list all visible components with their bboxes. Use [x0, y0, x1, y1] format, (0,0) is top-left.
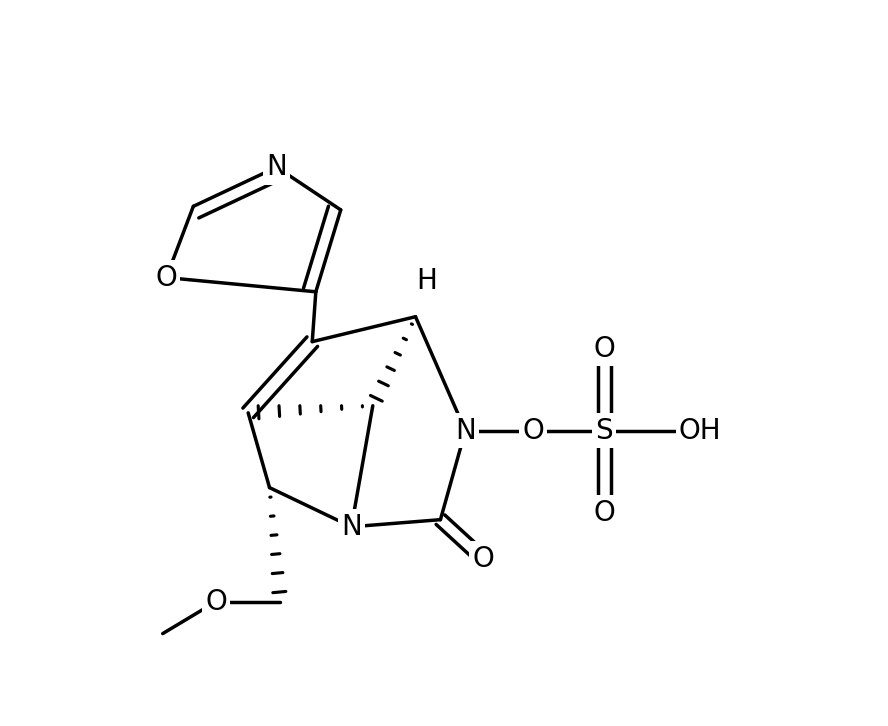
Text: O: O — [593, 335, 615, 363]
Text: O: O — [155, 264, 177, 292]
Text: O: O — [522, 417, 543, 444]
Text: O: O — [472, 544, 494, 573]
Text: N: N — [341, 513, 361, 541]
Text: H: H — [416, 267, 438, 295]
Text: O: O — [205, 587, 227, 616]
Text: N: N — [455, 417, 476, 444]
Text: S: S — [596, 417, 613, 444]
Text: OH: OH — [679, 417, 722, 444]
Text: O: O — [593, 499, 615, 526]
Text: N: N — [266, 153, 287, 182]
